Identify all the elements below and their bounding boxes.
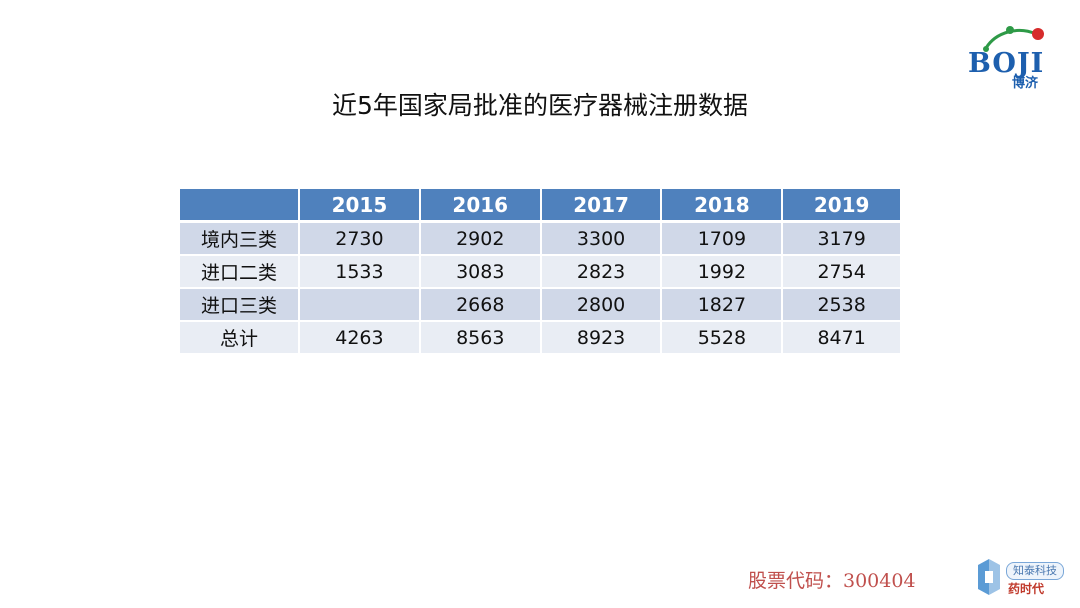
header-cell: 2017 [541, 189, 663, 223]
table-cell: 2800 [541, 289, 663, 322]
registration-table: 2015 2016 2017 2018 2019 境内三类 2730 2902 … [180, 189, 900, 355]
table-cell: 3300 [541, 223, 663, 256]
table-cell: 3083 [420, 256, 542, 289]
table-cell: 2668 [420, 289, 542, 322]
table-row: 进口三类 2668 2800 1827 2538 [180, 289, 900, 322]
watermark-text: 药时代 [1008, 582, 1045, 596]
slide-title: 近5年国家局批准的医疗器械注册数据 [332, 91, 748, 120]
table-cell: 4263 [300, 322, 421, 355]
logo-subtitle: 博济 [1012, 76, 1039, 91]
table-cell: 2538 [783, 289, 900, 322]
header-cell [180, 189, 300, 223]
table-cell: 3179 [783, 223, 900, 256]
watermark-logo-icon [978, 559, 1000, 595]
table-cell: 1533 [300, 256, 421, 289]
stock-code: 股票代码：300404 [748, 570, 916, 592]
table-cell: 1827 [662, 289, 784, 322]
table-cell: 1709 [662, 223, 784, 256]
table-cell: 8923 [541, 322, 663, 355]
table-row: 进口二类 1533 3083 2823 1992 2754 [180, 256, 900, 289]
table-header-row: 2015 2016 2017 2018 2019 [180, 189, 900, 223]
table-cell: 8563 [420, 322, 542, 355]
table-cell: 2730 [300, 223, 421, 256]
row-label: 进口三类 [180, 289, 300, 322]
table-row: 总计 4263 8563 8923 5528 8471 [180, 322, 900, 355]
table-cell: 5528 [662, 322, 784, 355]
table-cell: 2902 [420, 223, 542, 256]
row-label: 总计 [180, 322, 300, 355]
table-cell: 8471 [783, 322, 900, 355]
logo-text: BOJI [968, 48, 1045, 79]
table-cell: 2754 [783, 256, 900, 289]
watermark-badge: 知泰科技 [1006, 562, 1064, 580]
table-cell: 1992 [662, 256, 784, 289]
company-logo: BOJI 博济 [966, 22, 1056, 92]
row-label: 境内三类 [180, 223, 300, 256]
logo-molecule-icon [983, 26, 1044, 52]
header-cell: 2019 [783, 189, 900, 223]
header-cell: 2018 [662, 189, 784, 223]
header-cell: 2016 [420, 189, 542, 223]
table-cell: 2823 [541, 256, 663, 289]
row-label: 进口二类 [180, 256, 300, 289]
header-cell: 2015 [300, 189, 421, 223]
table-row: 境内三类 2730 2902 3300 1709 3179 [180, 223, 900, 256]
table-cell [300, 289, 421, 322]
